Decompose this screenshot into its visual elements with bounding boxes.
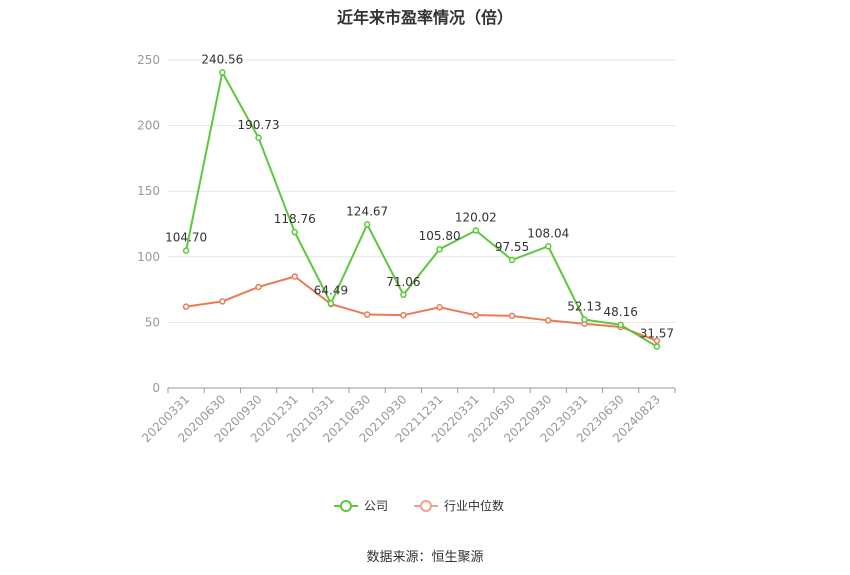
grid-lines [168,59,675,323]
data-point [436,245,443,253]
legend: 公司 行业中位数 [334,498,504,513]
data-point [255,134,262,142]
data-point [617,321,624,329]
y-tick-label: 100 [137,250,160,264]
y-tick-label: 150 [137,184,160,198]
y-tick-label: 0 [152,381,160,395]
data-label: 108.04 [527,226,569,240]
data-point [182,303,190,310]
data-label: 104.70 [165,231,207,245]
data-point [653,343,661,350]
data-label: 52.13 [567,300,601,314]
data-label: 118.76 [274,212,316,226]
data-point [545,317,552,324]
data-point [436,304,443,311]
legend-marker [340,500,352,512]
data-label: 31.57 [640,327,674,341]
chart-title: 近年来市盈率情况（倍） [336,8,513,27]
data-labels: 104.70 240.56 190.73 118.76 64.49 124.67 71.06… [165,52,674,340]
data-label: 105.80 [419,229,461,243]
data-point [581,316,588,323]
data-label: 71.06 [386,275,420,289]
data-point [653,337,661,345]
data-point [400,311,407,319]
data-point [219,69,226,76]
data-point [363,221,371,228]
data-point [255,283,262,291]
data-label: 120.02 [455,211,497,225]
legend-label: 公司 [364,499,388,513]
data-label: 48.16 [603,305,637,319]
data-point [472,311,480,319]
data-label: 124.67 [346,204,388,218]
data-point [508,312,516,320]
data-label: 240.56 [201,52,243,66]
data-point [472,227,480,234]
data-label: 97.55 [495,240,529,254]
y-tick-label: 50 [145,315,160,329]
data-point [327,300,335,307]
data-point [291,273,298,280]
series-lines [182,69,661,350]
legend-label: 行业中位数 [444,498,504,513]
data-point [545,243,552,250]
data-label: 190.73 [238,118,280,132]
legend-marker [420,500,432,512]
data-point [508,256,516,264]
y-tick-label: 250 [137,53,160,67]
data-point [400,291,407,299]
data-point [363,311,371,318]
y-tick-label: 200 [137,119,160,133]
data-point [291,228,298,236]
series-line [185,275,658,342]
data-point [182,247,190,254]
source-note: 数据来源：恒生聚源 [366,550,484,565]
data-label: 64.49 [314,283,348,297]
series-line [185,69,658,348]
axes: 0501001502002502020033120200630202009302… [137,53,676,445]
data-point [219,298,226,305]
